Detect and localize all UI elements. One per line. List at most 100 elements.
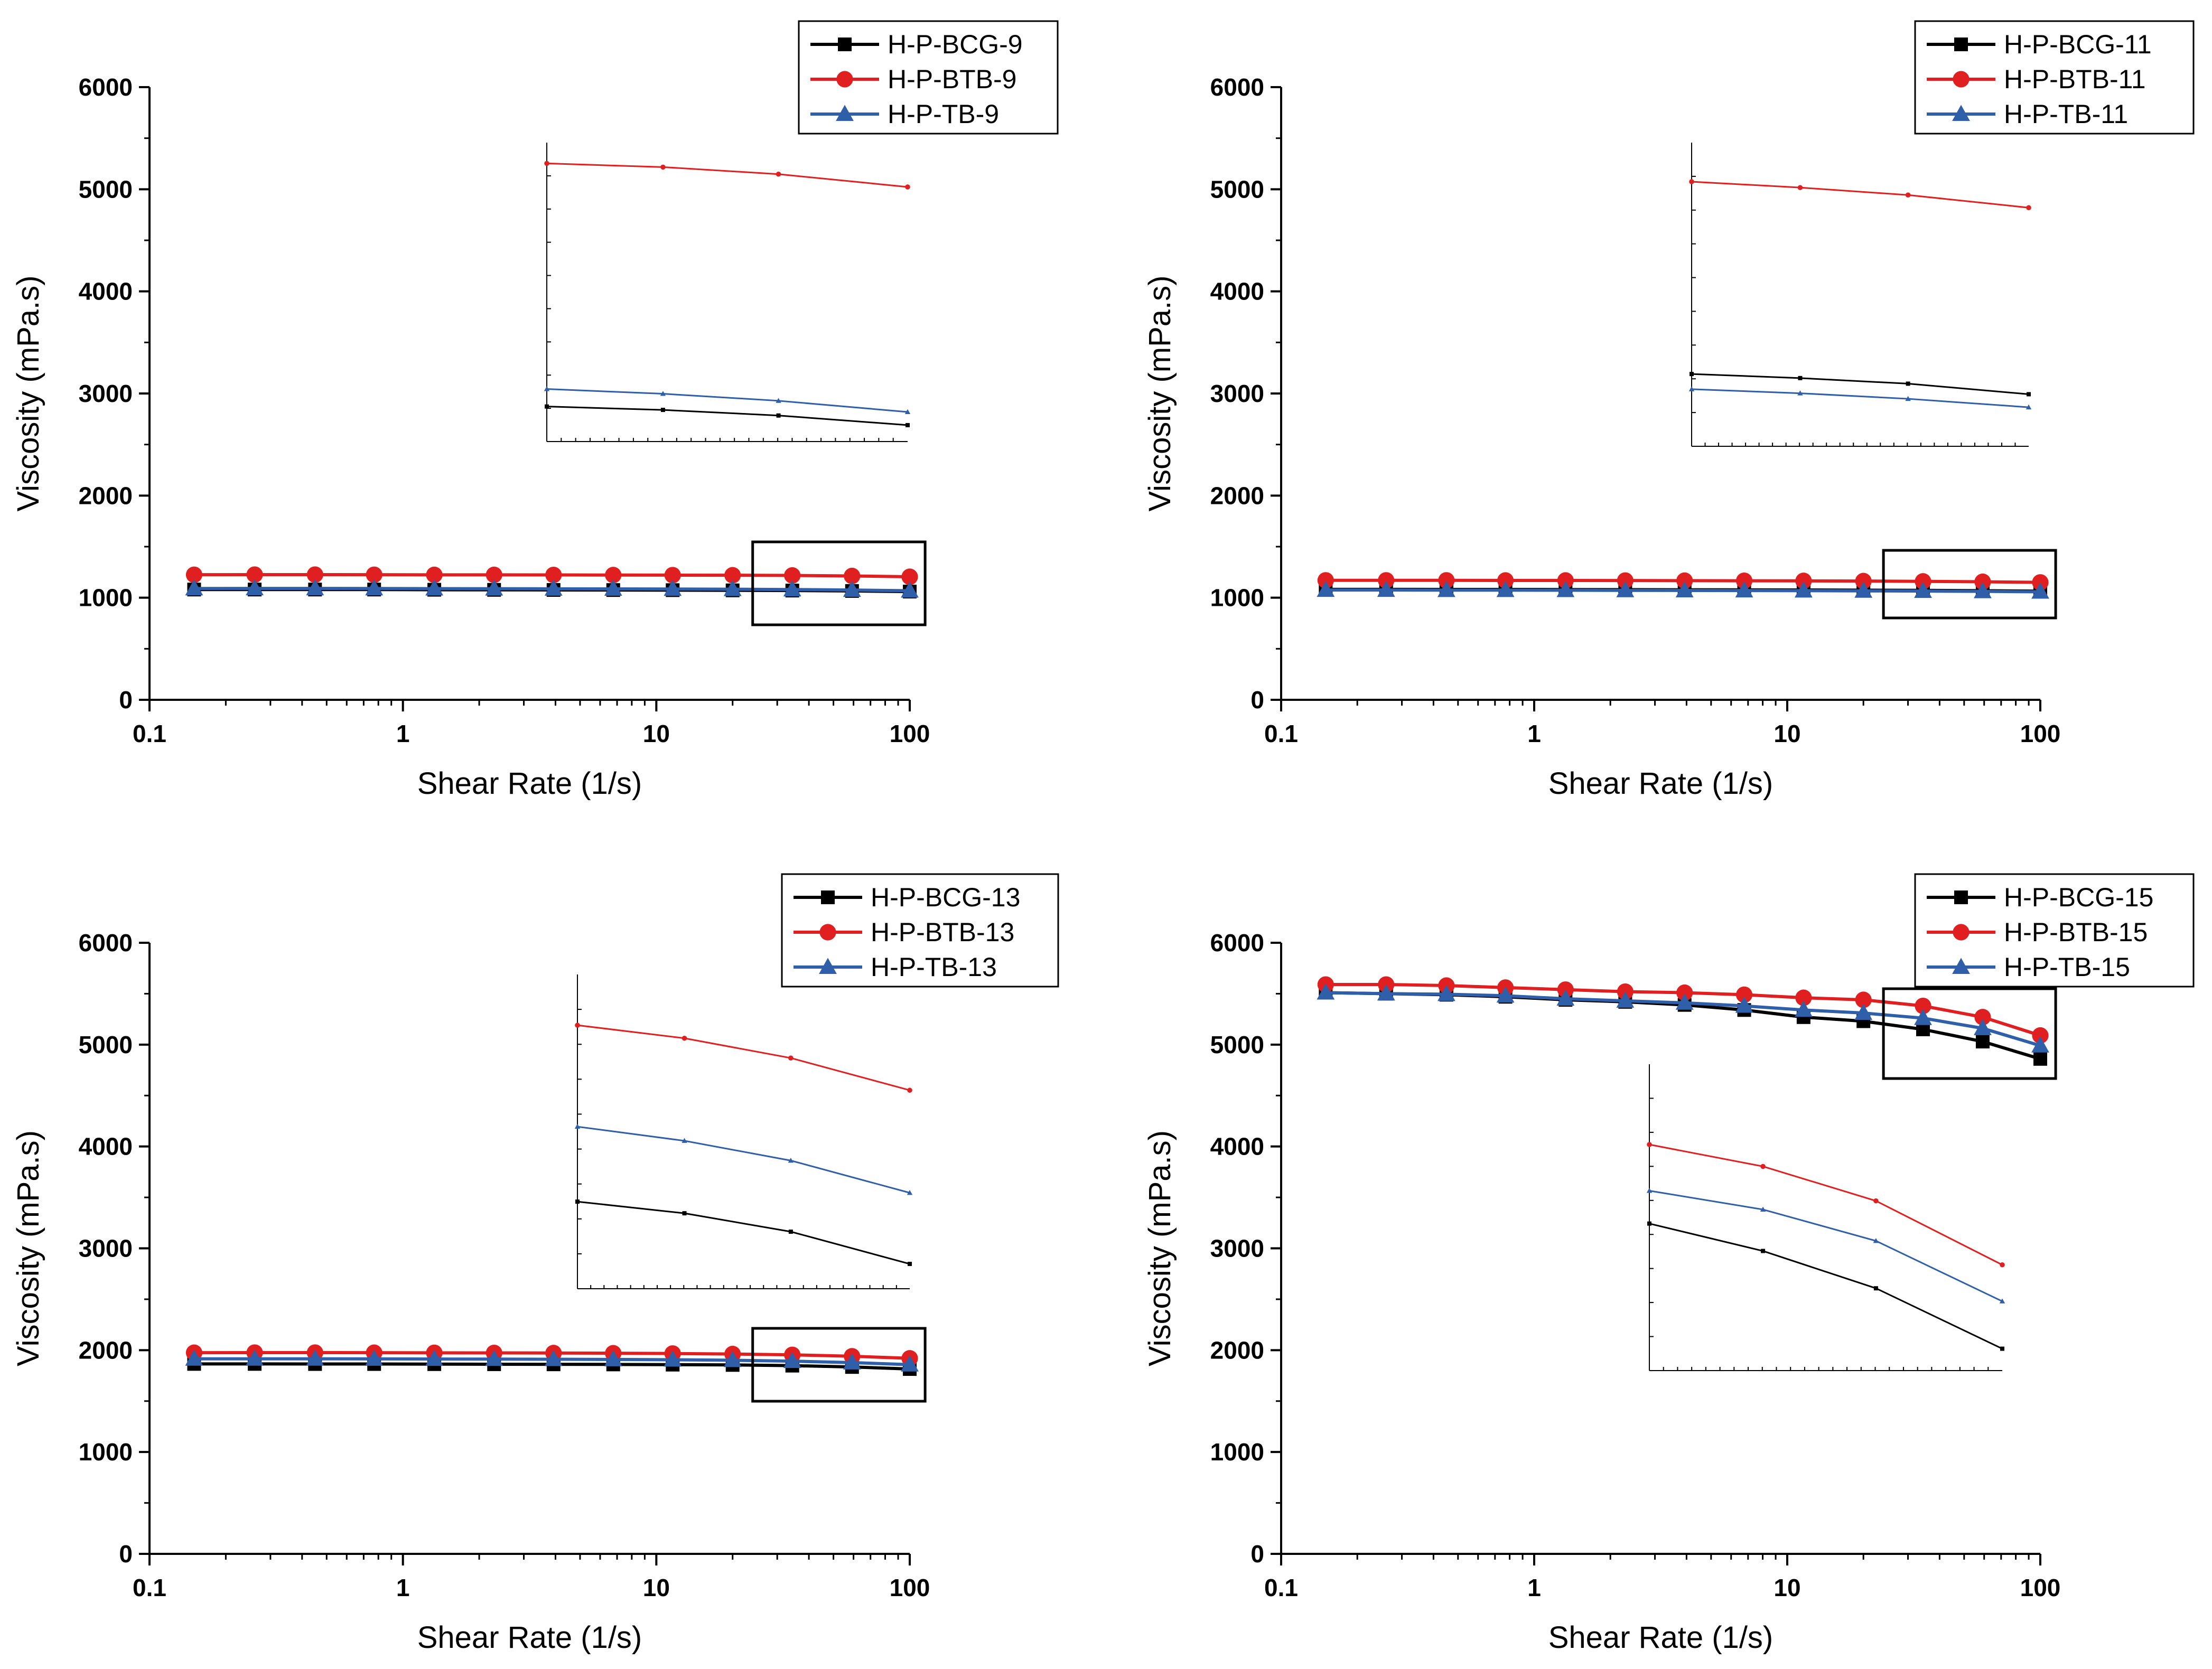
data-point-H-P-TB-11 xyxy=(1496,580,1515,597)
inset-point-H-P-BTB-13 xyxy=(682,1035,687,1041)
inset-plot xyxy=(1646,1064,2005,1371)
data-point-H-P-TB-9 xyxy=(843,580,861,597)
inset-point-H-P-TB-9 xyxy=(776,398,781,403)
data-point-H-P-TB-15 xyxy=(1974,1019,1992,1035)
y-tick-label: 6000 xyxy=(1210,73,1264,101)
inset-point-H-P-TB-15 xyxy=(1999,1298,2005,1304)
legend-swatch-marker xyxy=(1954,37,1968,51)
y-tick-label: 4000 xyxy=(1210,1133,1264,1160)
data-point-H-P-TB-15 xyxy=(1437,984,1455,1001)
inset-point-H-P-BTB-15 xyxy=(1647,1142,1652,1147)
inset-point-H-P-TB-9 xyxy=(904,409,911,415)
inset-point-H-P-BTB-15 xyxy=(1760,1164,1766,1169)
zoom-box xyxy=(1882,987,2057,1080)
inset-point-H-P-TB-9 xyxy=(660,391,666,396)
x-tick-label: 10 xyxy=(643,720,670,747)
data-point-H-P-TB-11 xyxy=(1974,582,1992,598)
legend-swatch-marker xyxy=(1952,958,1970,974)
data-point-H-P-BCG-15 xyxy=(2033,1052,2047,1066)
data-point-H-P-TB-15 xyxy=(2031,1036,2049,1053)
inset-point-H-P-BCG-9 xyxy=(545,404,549,409)
legend-label: H-P-BTB-13 xyxy=(871,917,1014,947)
inset-line-H-P-TB-9 xyxy=(546,388,908,413)
data-point-H-P-TB-11 xyxy=(1914,582,1932,598)
inset-point-H-P-BTB-9 xyxy=(660,164,666,170)
inset-point-H-P-TB-9 xyxy=(544,386,550,391)
x-tick-label: 10 xyxy=(1774,1574,1800,1601)
zoom-box xyxy=(1882,549,2057,620)
inset-point-H-P-TB-11 xyxy=(2026,404,2032,410)
data-point-H-P-TB-11 xyxy=(1556,581,1575,597)
x-tick-label: 0.1 xyxy=(1264,1574,1298,1601)
y-tick-label: 6000 xyxy=(79,929,133,957)
data-point-H-P-BTB-11 xyxy=(1795,573,1812,589)
data-point-H-P-TB-13 xyxy=(485,1349,503,1366)
data-point-H-P-TB-15 xyxy=(1496,986,1515,1003)
inset-point-H-P-TB-13 xyxy=(788,1157,794,1163)
x-tick-label: 100 xyxy=(2020,720,2061,747)
inset-point-H-P-BCG-11 xyxy=(2027,392,2031,397)
data-point-H-P-TB-9 xyxy=(365,579,384,596)
legend: H-P-BCG-11 H-P-BTB-11 H-P-TB-11 xyxy=(1914,20,2195,135)
inset-point-H-P-BCG-11 xyxy=(1798,376,1803,380)
inset-point-H-P-TB-15 xyxy=(1873,1238,1879,1243)
data-point-H-P-BTB-11 xyxy=(1378,572,1395,589)
data-point-H-P-TB-11 xyxy=(1616,581,1635,597)
data-point-H-P-TB-9 xyxy=(604,579,622,596)
legend-label: H-P-TB-15 xyxy=(2004,952,2130,982)
inset-point-H-P-TB-15 xyxy=(1646,1188,1653,1193)
y-tick-label: 0 xyxy=(119,1540,133,1568)
data-point-H-P-TB-15 xyxy=(1556,989,1575,1006)
inset-point-H-P-BTB-13 xyxy=(907,1087,912,1093)
data-point-H-P-TB-11 xyxy=(1735,581,1753,598)
data-point-H-P-TB-13 xyxy=(365,1349,384,1366)
data-point-H-P-TB-13 xyxy=(783,1352,801,1368)
data-point-H-P-TB-9 xyxy=(544,579,563,596)
legend-label: H-P-BCG-13 xyxy=(871,883,1020,912)
data-point-H-P-BTB-11 xyxy=(1557,572,1574,589)
legend: H-P-BCG-15 H-P-BTB-15 H-P-TB-15 xyxy=(1914,873,2195,988)
x-axis-title: Shear Rate (1/s) xyxy=(417,766,642,801)
y-tick-label: 5000 xyxy=(1210,1031,1264,1058)
data-point-H-P-TB-11 xyxy=(2031,582,2049,599)
data-point-H-P-BTB-11 xyxy=(1855,573,1872,589)
data-point-H-P-TB-9 xyxy=(901,581,919,598)
data-point-H-P-BTB-9 xyxy=(306,566,323,583)
inset-point-H-P-BCG-15 xyxy=(1873,1286,1878,1291)
data-point-H-P-BTB-15 xyxy=(1974,1009,1991,1026)
data-point-H-P-BTB-11 xyxy=(2032,574,2049,591)
y-tick-label: 5000 xyxy=(79,1031,133,1058)
inset-line-H-P-BTB-13 xyxy=(577,1024,910,1091)
inset-point-H-P-BCG-15 xyxy=(1761,1249,1766,1253)
data-point-H-P-BTB-15 xyxy=(1915,997,1931,1015)
legend-label: H-P-BTB-15 xyxy=(2004,917,2148,947)
y-tick-label: 1000 xyxy=(1210,1438,1264,1466)
inset-line-H-P-TB-11 xyxy=(1691,388,2029,408)
data-point-H-P-TB-13 xyxy=(723,1351,742,1367)
x-tick-label: 0.1 xyxy=(1264,720,1298,747)
data-point-H-P-TB-13 xyxy=(604,1350,622,1366)
inset-line-H-P-BCG-13 xyxy=(577,1201,910,1265)
y-tick-label: 2000 xyxy=(1210,482,1264,509)
legend-label: H-P-BTB-11 xyxy=(2004,64,2146,94)
data-point-H-P-TB-13 xyxy=(843,1353,861,1370)
data-point-H-P-TB-13 xyxy=(306,1349,324,1366)
data-point-H-P-TB-11 xyxy=(1437,580,1455,597)
inset-point-H-P-BTB-11 xyxy=(2026,205,2031,211)
data-point-H-P-BTB-11 xyxy=(1974,573,1991,590)
inset-point-H-P-BCG-9 xyxy=(776,413,781,418)
chart-panel-top-left: 0 1000 2000 3000 4000 5000 6000 0.1 1 10 100 Shear … xyxy=(11,20,1059,801)
inset-plot xyxy=(574,974,913,1289)
data-point-H-P-BTB-9 xyxy=(185,566,203,583)
y-tick-label: 6000 xyxy=(1210,929,1264,957)
legend-swatch-marker xyxy=(838,37,852,51)
legend-swatch-marker xyxy=(1952,105,1970,121)
legend-swatch-marker xyxy=(821,890,835,904)
data-point-H-P-TB-9 xyxy=(185,579,203,596)
inset-point-H-P-TB-15 xyxy=(1760,1206,1766,1212)
data-point-H-P-BCG-15 xyxy=(1975,1035,1990,1049)
inset-point-H-P-BCG-13 xyxy=(908,1262,912,1267)
data-point-H-P-TB-15 xyxy=(1854,1004,1873,1020)
data-point-H-P-BTB-11 xyxy=(1676,572,1693,589)
